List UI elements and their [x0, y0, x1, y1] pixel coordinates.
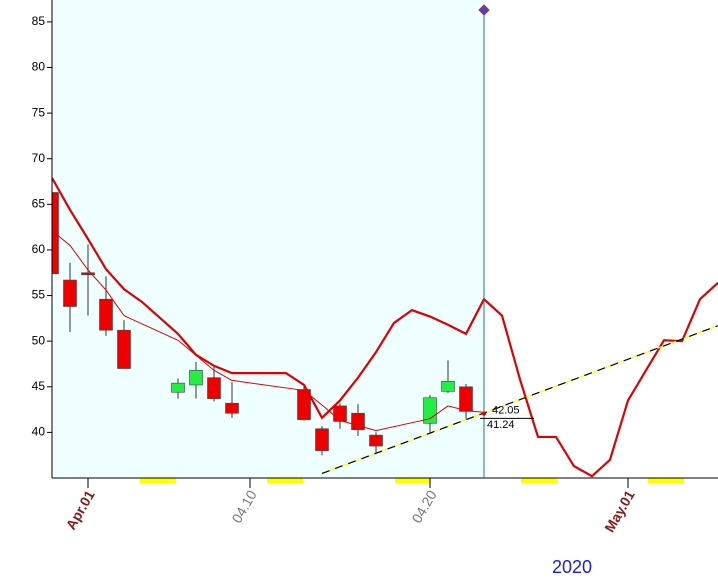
y-tick-label: 85: [32, 14, 46, 28]
candle-body: [63, 279, 77, 307]
candle-body: [81, 272, 95, 276]
weekend-markers: [140, 478, 684, 483]
y-tick-label: 60: [32, 242, 46, 256]
candle-body: [99, 298, 113, 331]
candle-body: [297, 389, 311, 420]
candle-body: [369, 434, 383, 447]
candle-body: [189, 370, 203, 386]
average-line: [52, 177, 718, 478]
y-tick-label: 80: [32, 60, 46, 74]
candle-body: [351, 412, 365, 430]
candle-body: [225, 402, 239, 414]
candle-body: [315, 428, 329, 451]
y-tick-label: 55: [32, 288, 46, 302]
y-tick-label: 75: [32, 105, 46, 119]
cursor-label: 41.24: [487, 419, 515, 431]
y-tick-label: 45: [32, 379, 46, 393]
plot: [52, 177, 718, 478]
candle-body: [117, 329, 131, 369]
candle-body: [171, 382, 185, 393]
year-label: 2020: [552, 557, 592, 577]
trend-line: [321, 325, 718, 475]
average-line: [52, 230, 485, 432]
y-tick-label: 65: [32, 197, 46, 211]
candle-body: [333, 405, 347, 422]
history-area: [52, 0, 484, 478]
y-tick-label: 70: [32, 151, 46, 165]
cursor-handle: [478, 4, 490, 16]
candle-body: [459, 386, 473, 412]
y-tick-label: 40: [32, 425, 46, 439]
y-tick-label: 50: [32, 333, 46, 347]
cursor-label: 42.05: [492, 405, 520, 417]
candle-body: [207, 377, 221, 399]
cursor-point: [482, 411, 486, 416]
candle-body: [441, 381, 455, 392]
